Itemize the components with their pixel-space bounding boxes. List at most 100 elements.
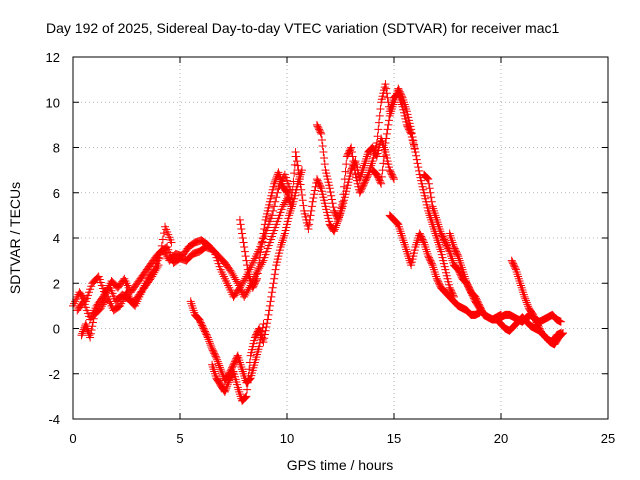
data-point xyxy=(156,248,165,257)
data-point xyxy=(295,175,304,184)
data-point xyxy=(213,355,222,364)
data-point xyxy=(423,174,432,183)
data-point xyxy=(434,220,443,229)
data-point xyxy=(258,238,267,247)
data-point xyxy=(222,384,231,393)
data-point xyxy=(215,361,224,370)
data-point xyxy=(389,173,398,182)
x-axis-label: GPS time / hours xyxy=(287,457,394,473)
y-axis-label: SDTVAR / TECUs xyxy=(7,182,23,294)
data-point xyxy=(292,152,301,161)
data-point xyxy=(399,238,408,247)
data-point xyxy=(85,331,94,340)
data-point xyxy=(295,170,304,179)
axis-ticks: 0 5 10 15 20 25 -4 -2 0 2 4 6 8 10 12 xyxy=(46,50,616,446)
data-point xyxy=(429,265,438,274)
data-point xyxy=(214,359,223,368)
data-point xyxy=(238,229,247,238)
data-point xyxy=(78,327,87,336)
data-point xyxy=(330,227,339,236)
data-point xyxy=(340,182,349,191)
data-point xyxy=(254,264,263,273)
series-rise-1 xyxy=(235,152,300,292)
data-point xyxy=(377,179,386,188)
data-point xyxy=(317,135,326,144)
data-point xyxy=(297,185,306,194)
data-point xyxy=(155,254,164,263)
data-point xyxy=(122,288,131,297)
data-point xyxy=(360,159,369,168)
data-point xyxy=(385,111,394,120)
data-point xyxy=(218,368,227,377)
data-point xyxy=(419,237,428,246)
data-point xyxy=(240,393,249,402)
data-point xyxy=(523,300,532,309)
data-point xyxy=(240,243,249,252)
data-point xyxy=(387,107,396,116)
data-point xyxy=(380,145,389,154)
data-point xyxy=(327,195,336,204)
data-point xyxy=(154,261,163,270)
data-point xyxy=(263,319,272,328)
data-point xyxy=(308,197,317,206)
data-point xyxy=(113,303,122,312)
data-point xyxy=(518,286,527,295)
data-point xyxy=(264,310,273,319)
series-decline-1 xyxy=(385,211,484,319)
data-point xyxy=(298,196,307,205)
data-point xyxy=(93,273,102,282)
data-point xyxy=(397,92,406,101)
data-point xyxy=(87,326,96,335)
series-dip-1 xyxy=(186,297,268,387)
data-point xyxy=(223,380,232,389)
data-point xyxy=(374,125,383,134)
x-tick-label: 0 xyxy=(69,431,76,446)
data-point xyxy=(382,89,391,98)
data-point xyxy=(299,201,308,210)
data-point xyxy=(516,281,525,290)
data-point xyxy=(290,169,299,178)
data-point xyxy=(304,224,313,233)
data-point xyxy=(124,292,133,301)
data-point xyxy=(350,166,359,175)
data-point xyxy=(208,362,217,371)
data-point xyxy=(88,318,97,327)
data-point xyxy=(96,304,105,313)
data-point xyxy=(310,186,319,195)
data-point xyxy=(428,202,437,211)
data-point xyxy=(319,148,328,157)
data-point xyxy=(239,369,248,378)
data-point xyxy=(158,235,167,244)
data-point xyxy=(400,240,409,249)
data-point xyxy=(97,302,106,311)
data-point xyxy=(278,238,287,247)
data-point xyxy=(425,184,434,193)
data-point xyxy=(291,148,300,157)
data-point xyxy=(270,270,279,279)
data-point xyxy=(408,132,417,141)
data-point xyxy=(77,331,86,340)
data-point xyxy=(270,202,279,211)
y-tick-label: 0 xyxy=(53,322,60,337)
data-point xyxy=(339,190,348,199)
data-points xyxy=(69,80,568,405)
data-point xyxy=(260,224,269,233)
data-point xyxy=(204,335,213,344)
data-point xyxy=(310,190,319,199)
data-point xyxy=(455,256,464,265)
data-point xyxy=(316,128,325,137)
data-point xyxy=(148,272,157,281)
data-point xyxy=(427,259,436,268)
data-point xyxy=(413,159,422,168)
data-point xyxy=(285,209,294,218)
data-point xyxy=(226,266,235,275)
data-point xyxy=(331,223,340,232)
data-point xyxy=(435,224,444,233)
data-point xyxy=(445,229,454,238)
data-point xyxy=(187,250,196,259)
data-point xyxy=(350,161,359,170)
data-point xyxy=(89,314,98,323)
data-point xyxy=(360,161,369,170)
data-point xyxy=(556,329,565,338)
